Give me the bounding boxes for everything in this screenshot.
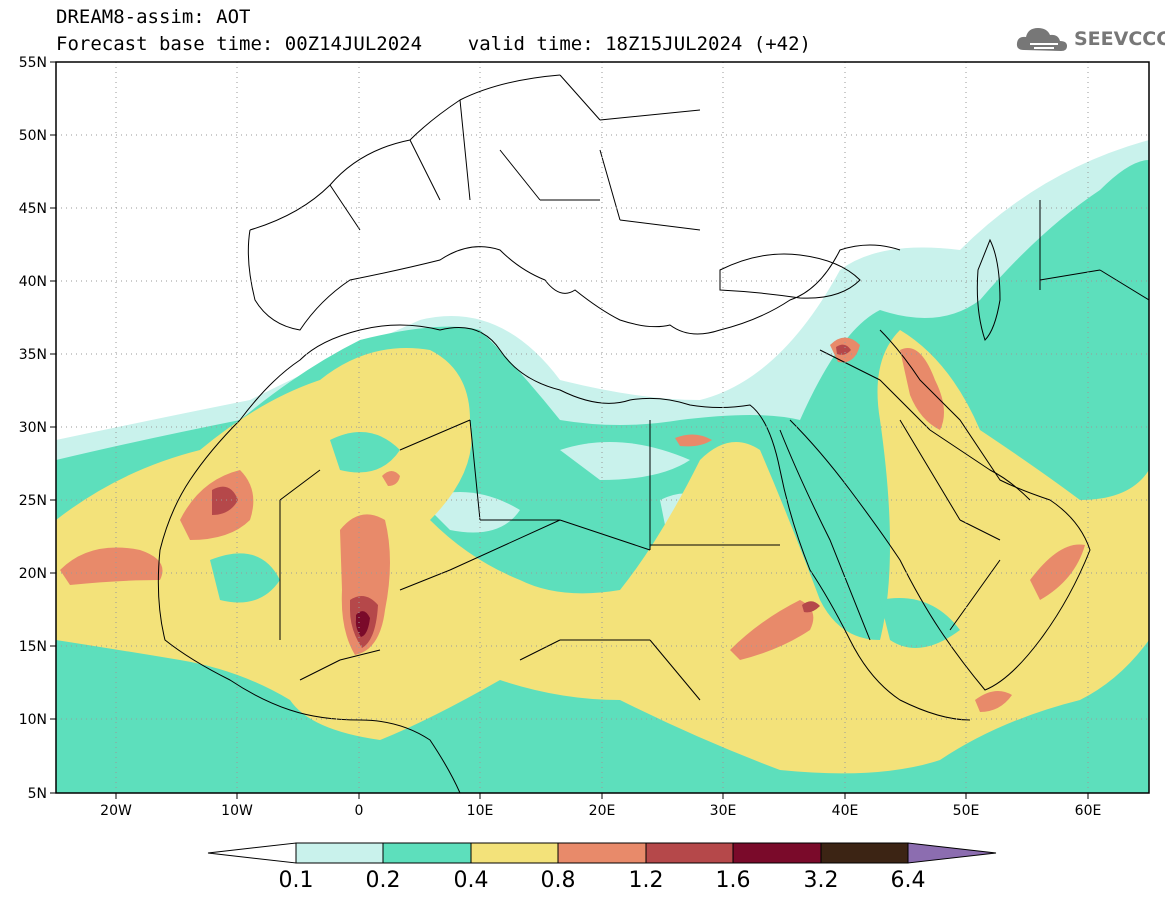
lon-label: 30E [710,803,737,819]
aot-patch-1.2-c [836,344,851,355]
aot-patch-0.2-green-b [330,432,400,473]
colorbar-label: 1.6 [715,868,751,893]
lon-label: 0 [355,803,364,819]
graticule [56,62,1149,793]
aot-patch-0.8-coast [60,547,163,585]
aot-patch-0.2-green-c [880,598,960,648]
lon-label: 20E [589,803,616,819]
lon-label: 60E [1075,803,1102,819]
colorbar-label: 0.4 [453,868,489,893]
colorbar-label: 1.2 [628,868,664,893]
seevccc-logo: SEEVCCC [1016,22,1165,56]
lat-label: 55N [19,55,47,71]
aot-patch-0.8-sudan [730,600,814,660]
black-sea [719,253,861,299]
caspian-sea [976,238,1001,341]
lat-label: 45N [19,201,47,217]
colorbar-bin [470,842,559,864]
aot-patch-0.8-egypt [675,434,712,447]
lat-ticks [50,61,56,794]
lat-label: 15N [19,639,47,655]
lat-label: 25N [19,493,47,509]
europe-borders [329,74,701,231]
lon-label: 10W [221,803,253,819]
lat-label: 35N [19,347,47,363]
lat-label: 30N [19,420,47,436]
logo-text: SEEVCCC [1074,28,1165,50]
colorbar-bin [295,842,384,864]
colorbar-label: 0.1 [278,868,314,893]
colorbar-label: 3.2 [803,868,839,893]
lon-ticks [115,793,1089,799]
colorbar [207,842,997,864]
map-title: DREAM8-assim: AOT [56,6,251,28]
lat-label: 5N [28,786,47,802]
aot-patch-0.8-iraq [900,348,944,430]
aot-band-0.4 [56,330,1149,774]
arabia-coast [789,329,1091,691]
red-sea [779,429,871,641]
lat-label: 10N [19,712,47,728]
africa-coast [239,324,971,721]
lon-label: 10E [467,803,494,819]
cloud-icon [1016,28,1067,51]
latitude-labels: 55N 50N 45N 40N 35N 30N 25N 20N 15N 10N … [19,55,47,802]
colorbar-bin [557,842,647,864]
colorbar-label: 0.8 [540,868,576,893]
west-africa-coast [157,419,461,793]
colorbar-over [907,842,997,864]
longitude-labels: 20W 10W 0 10E 20E 30E 40E 50E 60E [100,803,1101,819]
colorbar-bin [382,842,472,864]
persian-gulf [929,429,1031,501]
aot-map: 55N 50N 45N 40N 35N 30N 25N 20N 15N 10N … [19,55,1150,819]
coastlines [157,74,1149,793]
aot-fields [56,140,1149,793]
asia-borders [819,200,1149,631]
aot-patch-0.1-c [560,442,690,480]
lon-label: 20W [100,803,132,819]
aot-patch-0.2-green-a [210,553,280,603]
colorbar-bin [645,842,734,864]
aot-patch-0.8-oman [1030,544,1085,600]
aot-patch-1.2-d [802,601,820,613]
colorbar-label: 6.4 [890,868,926,893]
colorbar-labels: 0.1 0.2 0.4 0.8 1.2 1.6 3.2 6.4 [0,868,1165,898]
lon-label: 40E [832,803,859,819]
lon-label: 50E [953,803,980,819]
aot-patch-0.8-dot [382,471,400,486]
colorbar-under [207,842,297,864]
aot-patch-1.2-b [212,486,238,515]
forecast-time-line: Forecast base time: 00Z14JUL2024 valid t… [56,33,811,55]
lat-label: 50N [19,128,47,144]
lat-label: 40N [19,274,47,290]
colorbar-bin [732,842,822,864]
colorbar-bin [820,842,909,864]
aot-patch-0.8-yemen [975,691,1012,712]
lat-label: 20N [19,566,47,582]
africa-borders [279,419,780,701]
colorbar-label: 0.2 [365,868,401,893]
